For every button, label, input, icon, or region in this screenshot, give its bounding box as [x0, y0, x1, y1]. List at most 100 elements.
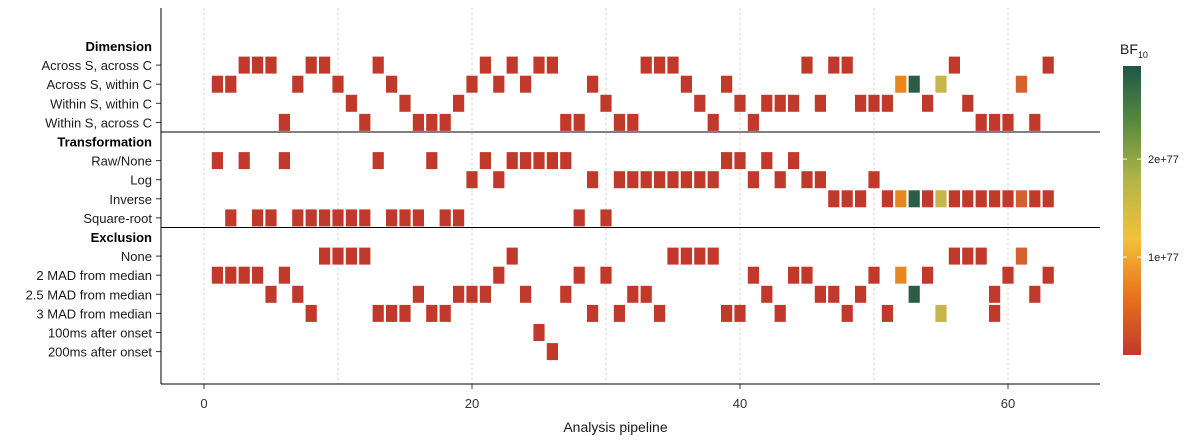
heatmap-cell — [962, 247, 974, 265]
heatmap-cell — [975, 247, 987, 265]
heatmap-cell — [600, 94, 612, 112]
heatmap-cell — [707, 171, 719, 189]
heatmap-cell — [211, 75, 223, 93]
row-label: 200ms after onset — [48, 345, 152, 360]
heatmap-cell — [506, 152, 518, 170]
heatmap-cell — [252, 266, 264, 284]
heatmap-cell — [426, 113, 438, 131]
heatmap-cell — [211, 266, 223, 284]
heatmap-cell — [613, 304, 625, 322]
heatmap-cell — [466, 171, 478, 189]
heatmap-cell — [694, 94, 706, 112]
heatmap-cell — [667, 171, 679, 189]
heatmap-cell — [868, 171, 880, 189]
heatmap-cell — [1029, 285, 1041, 303]
heatmap-cell — [1015, 190, 1027, 208]
heatmap-cell — [1002, 266, 1014, 284]
heatmap-cell — [493, 171, 505, 189]
heatmap-cell — [453, 94, 465, 112]
heatmap-cell — [587, 304, 599, 322]
heatmap-cell — [386, 304, 398, 322]
heatmap-cell — [560, 152, 572, 170]
heatmap-cell — [975, 190, 987, 208]
heatmap-cell — [694, 247, 706, 265]
heatmap-cell — [828, 190, 840, 208]
x-tick-label: 0 — [200, 396, 207, 411]
row-label: Across S, across C — [41, 58, 152, 73]
heatmap-cell — [801, 171, 813, 189]
row-label: Raw/None — [91, 154, 152, 169]
heatmap-cell — [345, 94, 357, 112]
heatmap-cell — [453, 285, 465, 303]
heatmap-cell — [345, 209, 357, 227]
heatmap-cell — [506, 247, 518, 265]
row-label: Within S, across C — [45, 115, 152, 130]
heatmap-cell — [225, 75, 237, 93]
heatmap-cell — [345, 247, 357, 265]
colorbar-title: BF10 — [1120, 41, 1148, 60]
heatmap-cell — [640, 56, 652, 74]
heatmap-cell — [841, 56, 853, 74]
heatmap-cell — [238, 56, 250, 74]
heatmap-cell — [386, 75, 398, 93]
heatmap-cell — [305, 304, 317, 322]
heatmap-cell — [654, 304, 666, 322]
heatmap-cell — [225, 266, 237, 284]
heatmap-cell — [654, 171, 666, 189]
heatmap-cell — [439, 304, 451, 322]
heatmap-cell — [439, 113, 451, 131]
heatmap-cell — [1015, 75, 1027, 93]
heatmap-cell — [814, 285, 826, 303]
heatmap-cell — [680, 75, 692, 93]
heatmap-cell — [573, 266, 585, 284]
heatmap-cell — [479, 285, 491, 303]
heatmap-cell — [573, 113, 585, 131]
heatmap-cell — [533, 56, 545, 74]
heatmap-cell — [707, 247, 719, 265]
heatmap-cell — [788, 266, 800, 284]
heatmap-cell — [881, 304, 893, 322]
x-axis-label: Analysis pipeline — [563, 419, 667, 435]
row-label: Log — [130, 173, 152, 188]
heatmap-cell — [814, 171, 826, 189]
heatmap-cell — [627, 285, 639, 303]
heatmap-cell — [359, 209, 371, 227]
heatmap-cell — [211, 152, 223, 170]
heatmap-cell — [922, 94, 934, 112]
heatmap-cell — [372, 152, 384, 170]
heatmap-cell — [1015, 247, 1027, 265]
heatmap-cell — [292, 209, 304, 227]
row-label: 100ms after onset — [48, 326, 152, 341]
heatmap-cell — [640, 285, 652, 303]
colorbar-tick-label: 1e+77 — [1148, 252, 1179, 264]
heatmap-cell — [332, 247, 344, 265]
heatmap-cell — [546, 152, 558, 170]
heatmap-cell — [600, 266, 612, 284]
heatmap-cell — [305, 56, 317, 74]
row-label: Across S, within C — [47, 77, 152, 92]
heatmap-cell — [386, 209, 398, 227]
heatmap-cell — [252, 56, 264, 74]
heatmap-cell — [962, 190, 974, 208]
heatmap-cell — [238, 152, 250, 170]
heatmap-cell — [372, 56, 384, 74]
heatmap-cell — [225, 209, 237, 227]
heatmap-cell — [801, 56, 813, 74]
heatmap-cell — [493, 266, 505, 284]
heatmap-cell — [828, 56, 840, 74]
heatmap-cell — [319, 247, 331, 265]
heatmap-cell — [292, 285, 304, 303]
heatmap-cell — [479, 56, 491, 74]
heatmap-cell — [774, 94, 786, 112]
heatmap-cell — [895, 266, 907, 284]
heatmap-cell — [989, 113, 1001, 131]
heatmap-cell — [707, 113, 719, 131]
heatmap-cell — [412, 209, 424, 227]
heatmap-cell — [814, 94, 826, 112]
heatmap-cell — [520, 152, 532, 170]
row-label: Square-root — [83, 211, 152, 226]
heatmap-cell — [788, 152, 800, 170]
heatmap-cell — [265, 56, 277, 74]
heatmap-cell — [399, 304, 411, 322]
